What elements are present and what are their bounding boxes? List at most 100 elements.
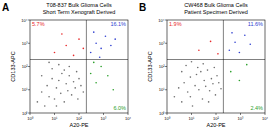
data-point	[181, 71, 183, 73]
data-point	[216, 75, 218, 77]
data-point	[202, 98, 204, 100]
data-point	[207, 69, 209, 71]
data-point	[41, 91, 43, 93]
data-point	[220, 88, 222, 90]
data-point	[68, 66, 70, 68]
data-point	[41, 75, 43, 77]
data-point	[48, 96, 50, 98]
data-point	[65, 45, 67, 47]
data-point	[105, 35, 107, 37]
data-point	[231, 32, 233, 34]
y-tick-label: 10⁴	[158, 18, 164, 23]
x-tick-label: 10¹	[52, 116, 58, 121]
data-point	[78, 78, 80, 80]
gate-line-x	[86, 20, 87, 113]
data-point	[192, 105, 194, 107]
panel: A T08-837 Bulk Glioma CellsShort Term Xen…	[2, 2, 131, 128]
data-point	[114, 38, 116, 40]
data-point	[77, 98, 79, 100]
data-point	[51, 68, 53, 70]
x-tick-label: 10⁴	[262, 116, 268, 121]
y-tick-label: 10¹	[22, 87, 28, 92]
y-tick	[28, 113, 30, 114]
y-tick-label: 10⁰	[159, 111, 165, 116]
data-point	[90, 73, 92, 75]
data-point	[198, 89, 200, 91]
y-tick	[28, 20, 30, 21]
data-point	[60, 93, 62, 95]
panel: BCW468 Bulk Glioma CellsPatient Specimen…	[139, 2, 268, 128]
quadrant-percent: 16.1%	[110, 21, 126, 27]
data-point	[218, 82, 220, 84]
data-point	[58, 80, 60, 82]
quadrant-percent: 6.0%	[113, 105, 126, 111]
y-tick-label: 10³	[22, 41, 28, 46]
data-point	[213, 67, 215, 69]
data-point	[181, 101, 183, 103]
y-tick-label: 10⁴	[21, 18, 27, 23]
gate-line-y	[30, 59, 128, 60]
quadrant-percent: 11.6%	[248, 21, 263, 27]
panel-label: A	[2, 2, 9, 13]
plot-area	[30, 20, 128, 113]
data-point	[205, 86, 207, 88]
y-tick-label: 10²	[22, 64, 28, 69]
data-point	[178, 87, 180, 89]
quadrant-percent: 1.9%	[169, 21, 182, 27]
y-axis-label: CD133-APC	[10, 51, 16, 81]
data-point	[63, 101, 65, 103]
data-point	[212, 83, 214, 85]
data-point	[198, 49, 200, 51]
data-point	[191, 61, 193, 63]
data-point	[239, 52, 241, 54]
data-point	[65, 83, 67, 85]
data-point	[209, 90, 211, 92]
data-point	[56, 87, 58, 89]
y-tick	[165, 89, 167, 90]
x-tick-label: 10⁰	[164, 116, 170, 121]
x-tick-label: 10³	[101, 116, 107, 121]
data-point	[197, 67, 199, 69]
data-point	[73, 55, 75, 57]
x-axis-label: A20-PE	[70, 122, 89, 128]
y-tick	[165, 113, 167, 114]
data-point	[54, 98, 56, 100]
y-tick	[28, 89, 30, 90]
y-tick	[165, 66, 167, 67]
data-point	[100, 66, 102, 68]
data-point	[61, 73, 63, 75]
data-point	[48, 62, 50, 64]
data-point	[100, 48, 102, 50]
data-point	[54, 52, 56, 54]
y-tick-label: 10³	[159, 41, 165, 46]
data-point	[74, 87, 76, 89]
data-point	[90, 52, 92, 54]
gate-line-y	[167, 59, 265, 60]
y-tick	[165, 43, 167, 44]
panel-label: B	[139, 2, 146, 13]
x-tick-label: 10¹	[189, 116, 195, 121]
title: CW468 Bulk Glioma Cells	[184, 2, 248, 8]
data-point	[107, 75, 109, 77]
data-point	[174, 96, 176, 98]
x-tick-label: 10³	[238, 116, 244, 121]
data-point	[61, 33, 63, 35]
plot-frame	[167, 20, 265, 113]
y-tick-label: 10⁰	[22, 111, 28, 116]
data-point	[83, 91, 85, 93]
data-point	[190, 96, 192, 98]
subtitle: Short Term Xenograft Derived	[43, 9, 116, 15]
gate-line-x	[223, 20, 224, 113]
x-axis-label: A20-PE	[207, 122, 226, 128]
data-point	[217, 53, 219, 55]
data-point	[76, 71, 78, 73]
data-point	[78, 38, 80, 40]
data-point	[208, 101, 210, 103]
data-point	[71, 94, 73, 96]
title: T08-837 Bulk Glioma Cells	[46, 2, 112, 8]
data-point	[67, 90, 69, 92]
y-tick	[165, 20, 167, 21]
data-point	[99, 56, 101, 58]
data-point	[37, 101, 39, 103]
data-point	[63, 69, 65, 71]
